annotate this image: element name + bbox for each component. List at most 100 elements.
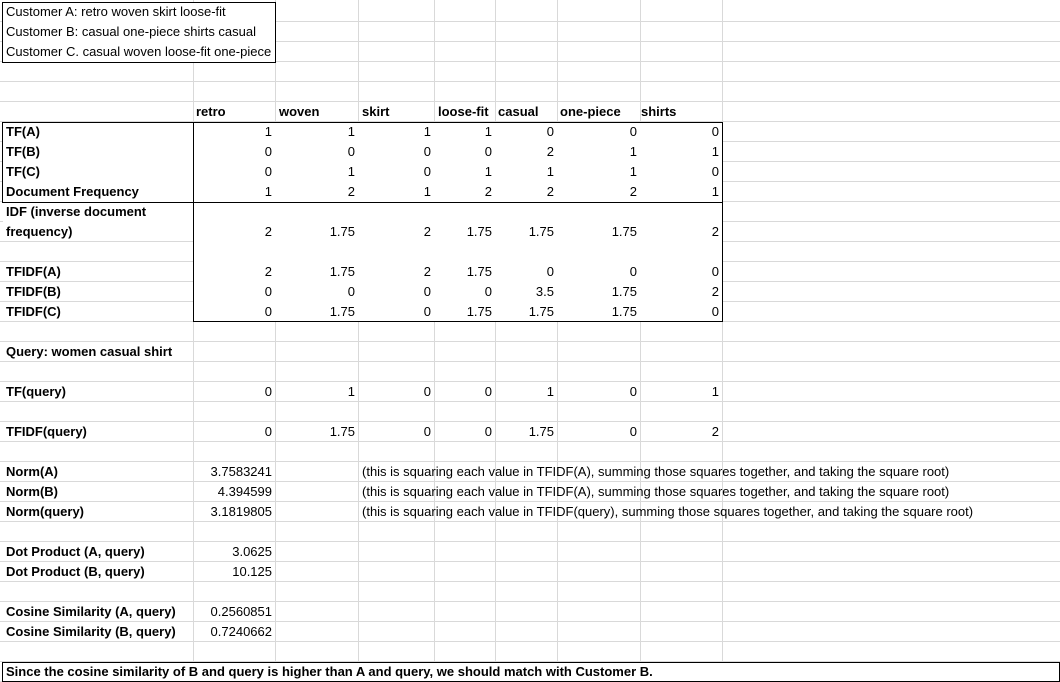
dot-a-label[interactable]: Dot Product (A, query) (6, 544, 145, 559)
tf-a-casual[interactable]: 0 (546, 124, 554, 139)
norm-b-note[interactable]: (this is squaring each value in TFIDF(A)… (362, 484, 950, 499)
idf-casual[interactable]: 1.75 (528, 224, 554, 239)
tf-a-shirts[interactable]: 0 (711, 124, 719, 139)
tfidf-query-skirt[interactable]: 0 (423, 424, 431, 439)
dot-b-label[interactable]: Dot Product (B, query) (6, 564, 145, 579)
tfidf-query-retro[interactable]: 0 (264, 424, 272, 439)
tfidf-query-loose-fit[interactable]: 0 (484, 424, 492, 439)
customer-a-cell[interactable]: Customer A: retro woven skirt loose-fit (6, 4, 226, 19)
tfidf-a-casual[interactable]: 0 (546, 264, 554, 279)
tfidf-c-one-piece[interactable]: 1.75 (611, 304, 637, 319)
tfidf-query-shirts[interactable]: 2 (711, 424, 719, 439)
row-label-tfidf-c[interactable]: TFIDF(C) (6, 304, 61, 319)
tfidf-a-loose-fit[interactable]: 1.75 (466, 264, 492, 279)
df-skirt[interactable]: 1 (423, 184, 431, 199)
row-label-tf-a[interactable]: TF(A) (6, 124, 40, 139)
dot-b-value[interactable]: 10.125 (232, 564, 272, 579)
tf-query-woven[interactable]: 1 (347, 384, 355, 399)
term-header-retro[interactable]: retro (196, 104, 226, 119)
df-one-piece[interactable]: 2 (629, 184, 637, 199)
tf-a-retro[interactable]: 1 (264, 124, 272, 139)
row-label-tfidf-query[interactable]: TFIDF(query) (6, 424, 87, 439)
tfidf-b-one-piece[interactable]: 1.75 (611, 284, 637, 299)
tf-query-loose-fit[interactable]: 0 (484, 384, 492, 399)
tf-c-woven[interactable]: 1 (347, 164, 355, 179)
tfidf-b-woven[interactable]: 0 (347, 284, 355, 299)
row-label-doc-frequency[interactable]: Document Frequency (6, 184, 139, 199)
query-label[interactable]: Query: women casual shirt (6, 344, 173, 359)
customer-c-cell[interactable]: Customer C. casual woven loose-fit one-p… (6, 44, 272, 59)
tfidf-c-woven[interactable]: 1.75 (329, 304, 355, 319)
tf-c-casual[interactable]: 1 (546, 164, 554, 179)
customer-b-cell[interactable]: Customer B: casual one-piece shirts casu… (6, 24, 257, 39)
conclusion-text[interactable]: Since the cosine similarity of B and que… (6, 664, 653, 679)
term-header-loose-fit[interactable]: loose-fit (438, 104, 489, 119)
term-header-casual[interactable]: casual (498, 104, 539, 119)
tf-b-shirts[interactable]: 1 (711, 144, 719, 159)
tfidf-b-skirt[interactable]: 0 (423, 284, 431, 299)
df-retro[interactable]: 1 (264, 184, 272, 199)
tf-b-skirt[interactable]: 0 (423, 144, 431, 159)
tf-b-one-piece[interactable]: 1 (629, 144, 637, 159)
tf-a-loose-fit[interactable]: 1 (484, 124, 492, 139)
df-loose-fit[interactable]: 2 (484, 184, 492, 199)
tf-c-retro[interactable]: 0 (264, 164, 272, 179)
tfidf-a-shirts[interactable]: 0 (711, 264, 719, 279)
tf-c-loose-fit[interactable]: 1 (484, 164, 492, 179)
norm-b-value[interactable]: 4.394599 (217, 484, 272, 499)
tf-c-skirt[interactable]: 0 (423, 164, 431, 179)
norm-query-value[interactable]: 3.1819805 (210, 504, 272, 519)
term-header-woven[interactable]: woven (279, 104, 320, 119)
tfidf-a-woven[interactable]: 1.75 (329, 264, 355, 279)
tf-c-one-piece[interactable]: 1 (629, 164, 637, 179)
cos-b-label[interactable]: Cosine Similarity (B, query) (6, 624, 176, 639)
row-label-idf-line2[interactable]: frequency) (6, 224, 73, 239)
row-label-idf-line1[interactable]: IDF (inverse document (6, 204, 147, 219)
tfidf-a-retro[interactable]: 2 (264, 264, 272, 279)
norm-a-label[interactable]: Norm(A) (6, 464, 58, 479)
tf-a-one-piece[interactable]: 0 (629, 124, 637, 139)
tfidf-b-retro[interactable]: 0 (264, 284, 272, 299)
tfidf-c-shirts[interactable]: 0 (711, 304, 719, 319)
term-header-skirt[interactable]: skirt (362, 104, 390, 119)
norm-query-note[interactable]: (this is squaring each value in TFIDF(qu… (362, 504, 974, 519)
tf-query-shirts[interactable]: 1 (711, 384, 719, 399)
term-header-one-piece[interactable]: one-piece (560, 104, 621, 119)
tfidf-query-woven[interactable]: 1.75 (329, 424, 355, 439)
tf-b-woven[interactable]: 0 (347, 144, 355, 159)
df-woven[interactable]: 2 (347, 184, 355, 199)
row-label-tf-c[interactable]: TF(C) (6, 164, 40, 179)
idf-woven[interactable]: 1.75 (329, 224, 355, 239)
df-casual[interactable]: 2 (546, 184, 554, 199)
idf-loose-fit[interactable]: 1.75 (466, 224, 492, 239)
norm-a-note[interactable]: (this is squaring each value in TFIDF(A)… (362, 464, 950, 479)
tf-c-shirts[interactable]: 0 (711, 164, 719, 179)
row-label-tfidf-b[interactable]: TFIDF(B) (6, 284, 61, 299)
norm-b-label[interactable]: Norm(B) (6, 484, 58, 499)
tfidf-b-shirts[interactable]: 2 (711, 284, 719, 299)
tfidf-query-one-piece[interactable]: 0 (629, 424, 637, 439)
tfidf-c-casual[interactable]: 1.75 (528, 304, 554, 319)
tf-b-retro[interactable]: 0 (264, 144, 272, 159)
tf-query-casual[interactable]: 1 (546, 384, 554, 399)
tfidf-a-one-piece[interactable]: 0 (629, 264, 637, 279)
dot-a-value[interactable]: 3.0625 (232, 544, 272, 559)
tf-a-skirt[interactable]: 1 (423, 124, 431, 139)
tfidf-b-casual[interactable]: 3.5 (535, 284, 554, 299)
idf-shirts[interactable]: 2 (711, 224, 719, 239)
idf-retro[interactable]: 2 (264, 224, 272, 239)
row-label-tf-b[interactable]: TF(B) (6, 144, 40, 159)
tfidf-c-skirt[interactable]: 0 (423, 304, 431, 319)
df-shirts[interactable]: 1 (711, 184, 719, 199)
norm-a-value[interactable]: 3.7583241 (210, 464, 272, 479)
tf-a-woven[interactable]: 1 (347, 124, 355, 139)
tf-query-one-piece[interactable]: 0 (629, 384, 637, 399)
cos-a-value[interactable]: 0.2560851 (210, 604, 272, 619)
tf-query-skirt[interactable]: 0 (423, 384, 431, 399)
cos-b-value[interactable]: 0.7240662 (210, 624, 272, 639)
tfidf-c-loose-fit[interactable]: 1.75 (466, 304, 492, 319)
tfidf-c-retro[interactable]: 0 (264, 304, 272, 319)
tfidf-a-skirt[interactable]: 2 (423, 264, 431, 279)
tfidf-query-casual[interactable]: 1.75 (528, 424, 554, 439)
